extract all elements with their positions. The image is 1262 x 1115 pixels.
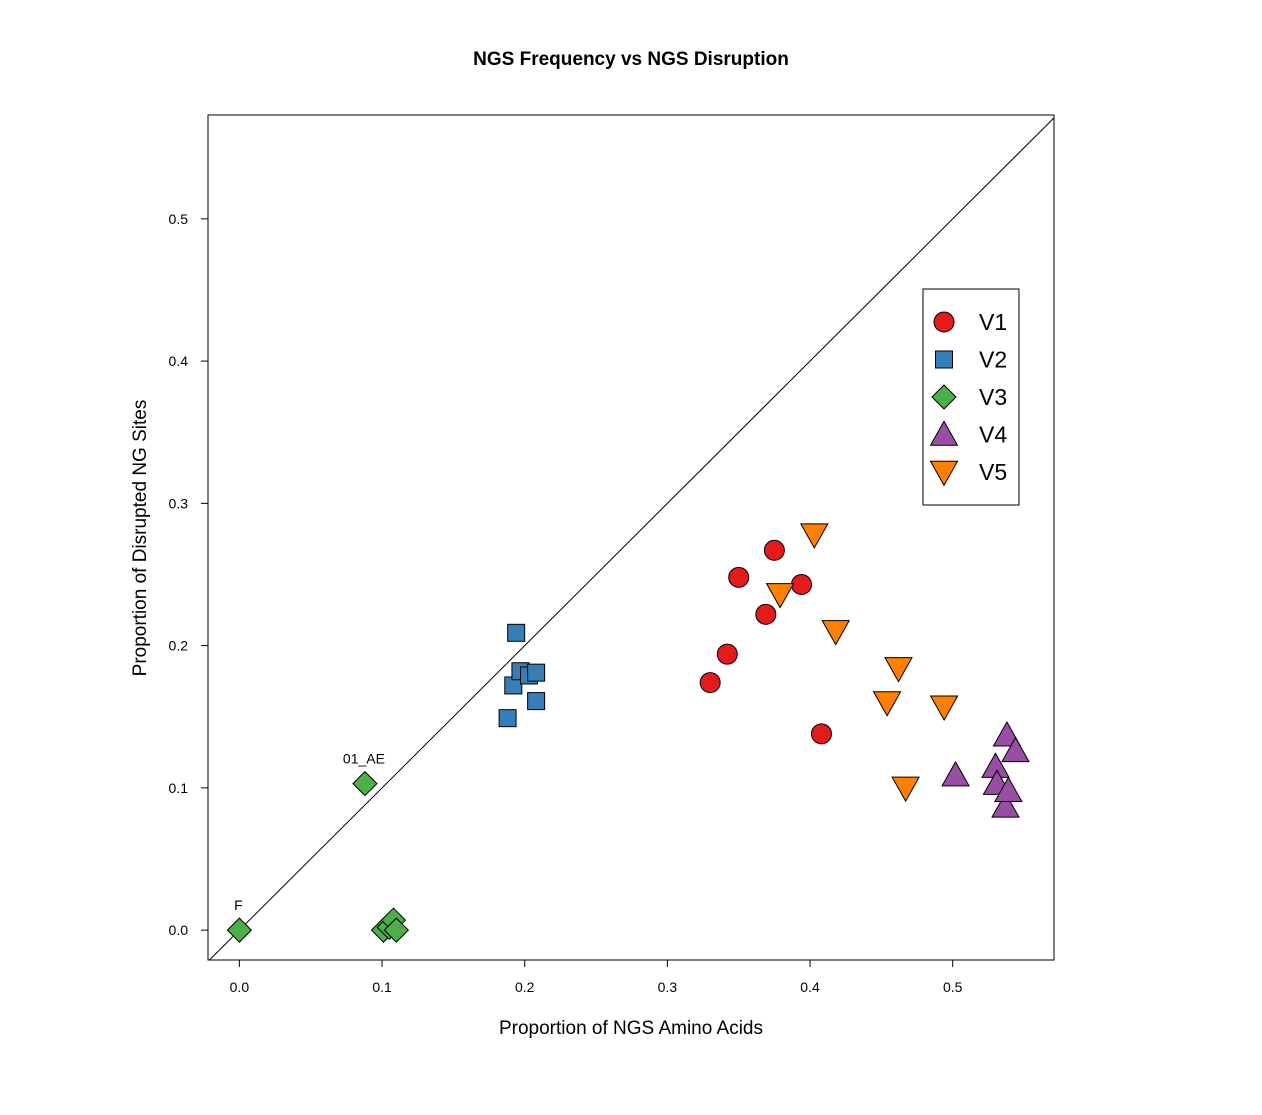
point-v5 (765, 583, 795, 609)
y-tick-label: 0.5 (169, 211, 189, 227)
y-tick-label: 0.1 (169, 780, 189, 796)
y-axis-label: Proportion of Disrupted NG Sites (130, 400, 151, 677)
legend-marker-v1 (933, 311, 955, 333)
x-tick-label: 0.3 (658, 979, 678, 995)
point-v1 (728, 566, 750, 588)
point-v5 (891, 776, 920, 803)
legend-marker-v4 (929, 420, 959, 446)
identity-line (209, 117, 1055, 961)
x-tick-label: 0.2 (515, 979, 535, 995)
series-v5 (765, 523, 959, 803)
point-v4 (941, 760, 970, 787)
point-v1 (755, 603, 777, 625)
y-tick-label: 0.2 (169, 638, 189, 654)
x-axis: 0.0 0.1 0.2 0.3 0.4 0.5 (230, 960, 963, 995)
plot-frame (207, 114, 1055, 961)
point-v1 (790, 573, 812, 595)
y-tick-label: 0.0 (169, 922, 189, 938)
point-v3 (226, 917, 253, 943)
point-v5 (821, 620, 851, 646)
point-v5 (884, 657, 913, 683)
y-tick-label: 0.4 (169, 353, 189, 369)
series-v1 (699, 539, 832, 745)
x-tick-label: 0.5 (943, 979, 963, 995)
y-tick-label: 0.3 (169, 495, 189, 511)
y-axis: 0.0 0.1 0.2 0.3 0.4 0.5 (169, 211, 208, 938)
point-v1 (810, 723, 832, 745)
point-v1 (716, 643, 738, 665)
legend: V1 V2 V3 V4 V5 (922, 288, 1020, 506)
point-v3 (352, 770, 378, 797)
point-v2 (527, 692, 546, 711)
x-tick-label: 0.4 (800, 979, 820, 995)
point-v5 (799, 523, 829, 549)
point-v4 (1001, 736, 1030, 763)
legend-label-v4: V4 (979, 422, 1007, 448)
legend-box (922, 288, 1020, 506)
x-axis-label: Proportion of NGS Amino Acids (499, 1018, 763, 1039)
series-v4 (941, 721, 1030, 818)
x-tick-label: 0.1 (372, 979, 392, 995)
point-v1 (699, 672, 721, 694)
point-annotation: 01_AE (343, 751, 385, 767)
legend-label-v5: V5 (979, 459, 1007, 485)
legend-marker-v3 (931, 384, 957, 410)
legend-label-v1: V1 (979, 309, 1007, 335)
point-v3 (383, 917, 410, 943)
point-v4 (993, 776, 1023, 803)
point-v4 (991, 792, 1020, 818)
point-annotations: F 01_AE (234, 751, 385, 914)
legend-marker-v5 (929, 460, 959, 487)
point-v2 (507, 623, 526, 642)
point-v5 (872, 691, 902, 717)
legend-label-v2: V2 (979, 347, 1007, 373)
point-v1 (763, 539, 785, 561)
data-points (226, 523, 1030, 943)
reference-line-group (209, 117, 1055, 961)
chart-title: NGS Frequency vs NGS Disruption (473, 49, 789, 70)
legend-label-v3: V3 (979, 384, 1007, 410)
series-v2 (498, 623, 546, 728)
series-v3 (226, 770, 410, 943)
point-v2 (498, 709, 517, 728)
point-v5 (929, 695, 959, 722)
x-tick-label: 0.0 (230, 979, 250, 995)
legend-marker-v2 (935, 350, 953, 369)
point-annotation: F (234, 897, 243, 913)
point-v2 (527, 663, 546, 682)
